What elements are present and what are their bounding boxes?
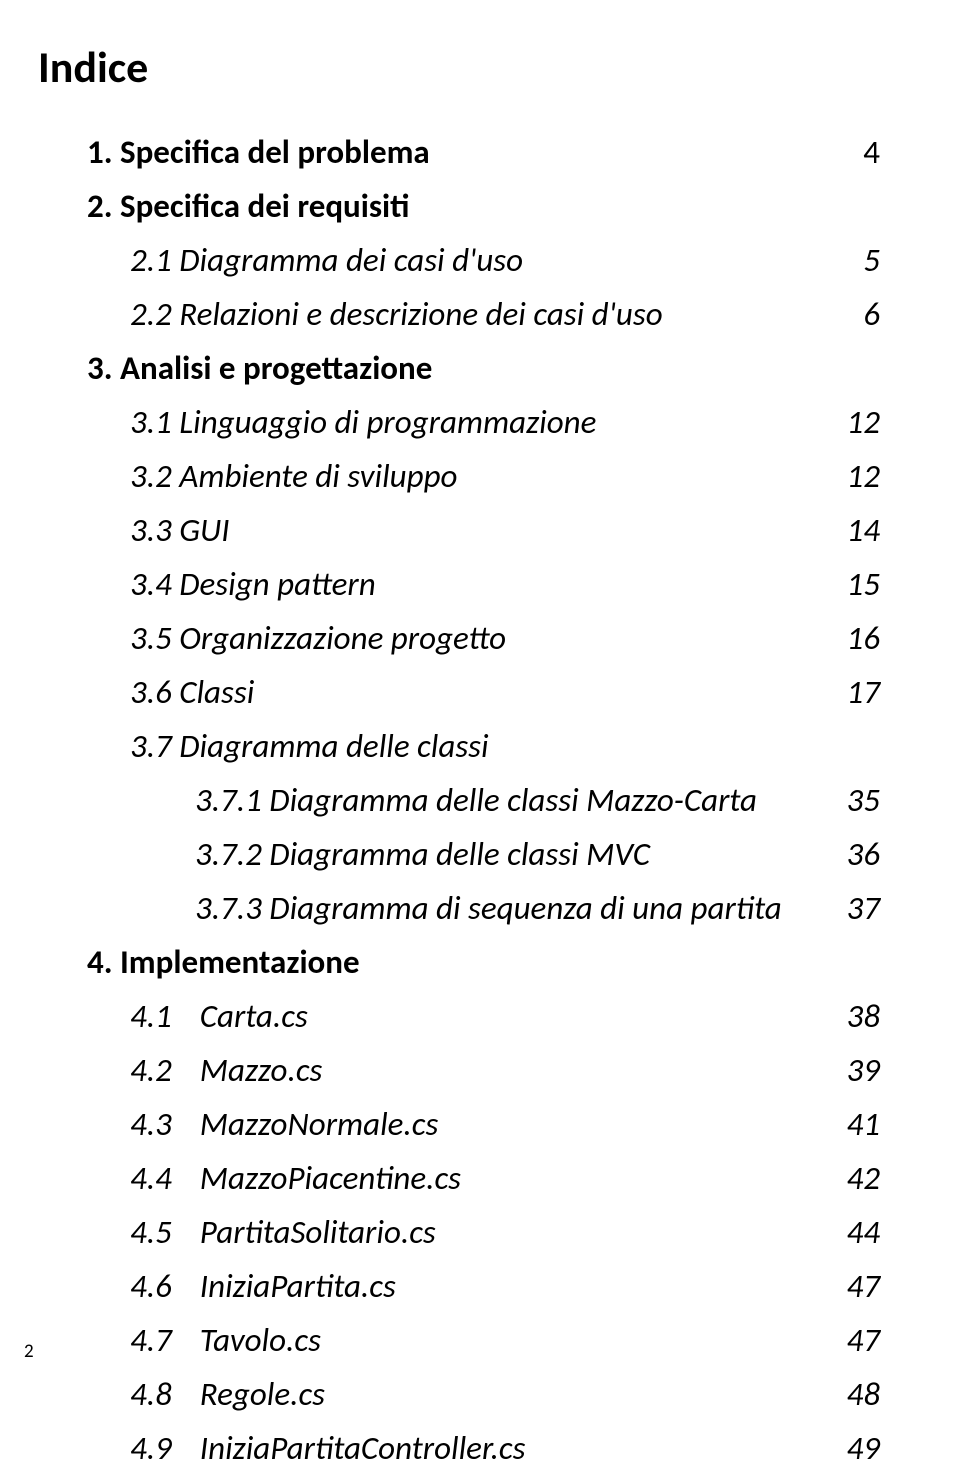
toc-entry-text: Regole.cs xyxy=(200,1374,325,1414)
toc-entry: 4.4 MazzoPiacentine.cs 42 xyxy=(40,1158,880,1198)
toc-entry-page: 5 xyxy=(863,240,880,280)
toc-entry-text: IniziaPartitaController.cs xyxy=(200,1428,526,1468)
toc-entry-label: 4.8 Regole.cs xyxy=(130,1374,325,1414)
toc-entry-label: 2.2 Relazioni e descrizione dei casi d'u… xyxy=(130,294,663,334)
toc-entry-label: 3.1 Linguaggio di programmazione xyxy=(130,402,596,442)
toc-entry-page: 49 xyxy=(847,1428,880,1468)
toc-entry-page: 39 xyxy=(847,1050,880,1090)
toc-entry-text: PartitaSolitario.cs xyxy=(200,1212,436,1252)
toc-entry-page: 12 xyxy=(847,402,880,442)
toc-entry-page: 36 xyxy=(847,834,880,874)
toc-entry-text: Tavolo.cs xyxy=(200,1320,321,1360)
toc-entry-label: 4. Implementazione xyxy=(87,942,360,982)
toc-entry: 3.3 GUI 14 xyxy=(40,510,880,550)
toc-entry: 3.4 Design pattern 15 xyxy=(40,564,880,604)
toc-entry: 3.6 Classi 17 xyxy=(40,672,880,712)
toc-entry-number: 4.9 xyxy=(130,1428,172,1468)
toc-entry-number: 4.6 xyxy=(130,1266,172,1306)
toc-entry-page: 48 xyxy=(847,1374,880,1414)
toc-entry: 4.7 Tavolo.cs 47 xyxy=(40,1320,880,1360)
toc-entry: 3.7.3 Diagramma di sequenza di una parti… xyxy=(40,888,880,928)
toc-entry: 3.7 Diagramma delle classi xyxy=(40,726,880,766)
toc-entry-label: 3.6 Classi xyxy=(130,672,254,712)
toc-entry-label: 4.2 Mazzo.cs xyxy=(130,1050,322,1090)
toc-entry-text: Carta.cs xyxy=(200,996,308,1036)
toc-entry-label: 2.1 Diagramma dei casi d'uso xyxy=(130,240,523,280)
toc-entry-page: 44 xyxy=(847,1212,880,1252)
toc-entry-page: 15 xyxy=(847,564,880,604)
toc-entry-label: 4.7 Tavolo.cs xyxy=(130,1320,321,1360)
toc-entry: 4.5 PartitaSolitario.cs 44 xyxy=(40,1212,880,1252)
toc-entry-label: 4.9 IniziaPartitaController.cs xyxy=(130,1428,525,1468)
toc-entry: 4.3 MazzoNormale.cs 41 xyxy=(40,1104,880,1144)
toc-entry-page: 41 xyxy=(847,1104,880,1144)
footer-page-number: 2 xyxy=(24,1340,34,1363)
toc-entry-number: 4.7 xyxy=(130,1320,172,1360)
toc-entry-label: 4.4 MazzoPiacentine.cs xyxy=(130,1158,461,1198)
toc-entry: 1. Specifica del problema 4 xyxy=(40,132,880,172)
toc-entry-label: 3.2 Ambiente di sviluppo xyxy=(130,456,458,496)
toc-entry-label: 3.7.3 Diagramma di sequenza di una parti… xyxy=(195,888,782,928)
toc-entry-label: 3.3 GUI xyxy=(130,510,230,550)
toc-entry: 3.7.1 Diagramma delle classi Mazzo-Carta… xyxy=(40,780,880,820)
toc-entry-number: 4.4 xyxy=(130,1158,172,1198)
toc-entry-text: IniziaPartita.cs xyxy=(200,1266,396,1306)
toc-entry-page: 12 xyxy=(847,456,880,496)
toc-entry-page: 16 xyxy=(847,618,880,658)
toc-entry: 3. Analisi e progettazione xyxy=(40,348,880,388)
toc-entry-label: 4.3 MazzoNormale.cs xyxy=(130,1104,438,1144)
toc-entry-page: 42 xyxy=(847,1158,880,1198)
toc-entry-number: 4.1 xyxy=(130,996,172,1036)
toc-entry: 4.9 IniziaPartitaController.cs 49 xyxy=(40,1428,880,1468)
toc-entry: 3.1 Linguaggio di programmazione 12 xyxy=(40,402,880,442)
toc-entry-number: 4.2 xyxy=(130,1050,172,1090)
toc-entry-label: 3.7.1 Diagramma delle classi Mazzo-Carta xyxy=(195,780,757,820)
toc-entry-label: 3.7.2 Diagramma delle classi MVC xyxy=(195,834,650,874)
toc-entry-page: 17 xyxy=(847,672,880,712)
toc-entry-label: 4.5 PartitaSolitario.cs xyxy=(130,1212,436,1252)
toc-entry: 4.8 Regole.cs 48 xyxy=(40,1374,880,1414)
toc-entry: 3.2 Ambiente di sviluppo 12 xyxy=(40,456,880,496)
toc-entry: 2.2 Relazioni e descrizione dei casi d'u… xyxy=(40,294,880,334)
toc-entry: 4.6 IniziaPartita.cs 47 xyxy=(40,1266,880,1306)
toc-entry: 2. Specifica dei requisiti xyxy=(40,186,880,226)
toc-entry-label: 3.7 Diagramma delle classi xyxy=(130,726,489,766)
toc-entry-page: 35 xyxy=(847,780,880,820)
toc-entry-text: Mazzo.cs xyxy=(200,1050,323,1090)
toc-entry: 4.1 Carta.cs 38 xyxy=(40,996,880,1036)
toc-entry-label: 3.4 Design pattern xyxy=(130,564,376,604)
toc-entry-label: 4.1 Carta.cs xyxy=(130,996,308,1036)
toc-entry-number: 4.3 xyxy=(130,1104,172,1144)
toc-entry-page: 14 xyxy=(847,510,880,550)
toc-entry-page: 6 xyxy=(863,294,880,334)
toc-entry-number: 4.8 xyxy=(130,1374,172,1414)
toc-entry-page: 4 xyxy=(863,132,880,172)
toc-entry-label: 4.6 IniziaPartita.cs xyxy=(130,1266,396,1306)
toc-entry-label: 3. Analisi e progettazione xyxy=(87,348,432,388)
toc-entry-page: 38 xyxy=(847,996,880,1036)
toc-entry-label: 2. Specifica dei requisiti xyxy=(87,186,409,226)
toc-entry-text: MazzoNormale.cs xyxy=(200,1104,439,1144)
toc-entry: 3.7.2 Diagramma delle classi MVC 36 xyxy=(40,834,880,874)
toc-entry: 2.1 Diagramma dei casi d'uso 5 xyxy=(40,240,880,280)
toc-entry-text: MazzoPiacentine.cs xyxy=(200,1158,461,1198)
toc-entry-number: 4.5 xyxy=(130,1212,172,1252)
toc-container: 1. Specifica del problema 4 2. Specifica d… xyxy=(40,132,880,1468)
toc-entry-page: 47 xyxy=(847,1266,880,1306)
toc-entry-label: 3.5 Organizzazione progetto xyxy=(130,618,506,658)
toc-entry-label: 1. Specifica del problema xyxy=(87,132,430,172)
toc-entry-page: 47 xyxy=(847,1320,880,1360)
page-title: Indice xyxy=(38,40,880,94)
toc-entry: 3.5 Organizzazione progetto 16 xyxy=(40,618,880,658)
toc-entry: 4. Implementazione xyxy=(40,942,880,982)
toc-entry: 4.2 Mazzo.cs 39 xyxy=(40,1050,880,1090)
toc-entry-page: 37 xyxy=(847,888,880,928)
